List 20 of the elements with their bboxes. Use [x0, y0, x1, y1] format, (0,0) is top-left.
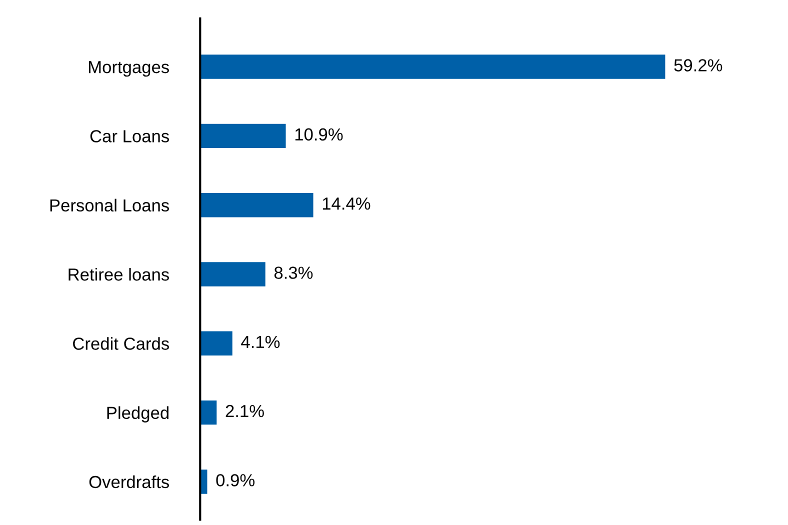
- y-tick-label: Pledged: [107, 406, 168, 422]
- y-tick-label: Retiree loans: [68, 268, 169, 281]
- bar: [200, 400, 217, 425]
- data-label: 4.1%: [241, 336, 280, 348]
- data-label: 2.1%: [226, 404, 264, 418]
- y-tick-label: Personal Loans: [50, 198, 169, 212]
- data-label: 59.2%: [674, 59, 722, 72]
- data-label: 10.9%: [295, 128, 343, 141]
- y-tick-label: Credit Cards: [73, 337, 169, 350]
- y-tick-label: Mortgages: [89, 61, 169, 77]
- bar: [200, 54, 666, 79]
- bar: [200, 262, 266, 286]
- bar: [200, 331, 232, 356]
- data-label: 0.9%: [216, 474, 255, 486]
- y-tick-label: Car Loans: [90, 130, 169, 142]
- data-label: 8.3%: [274, 266, 313, 279]
- bar: [200, 192, 314, 218]
- data-label: 14.4%: [322, 198, 370, 210]
- bar: [200, 124, 286, 148]
- y-tick-label: Overdrafts: [89, 475, 169, 488]
